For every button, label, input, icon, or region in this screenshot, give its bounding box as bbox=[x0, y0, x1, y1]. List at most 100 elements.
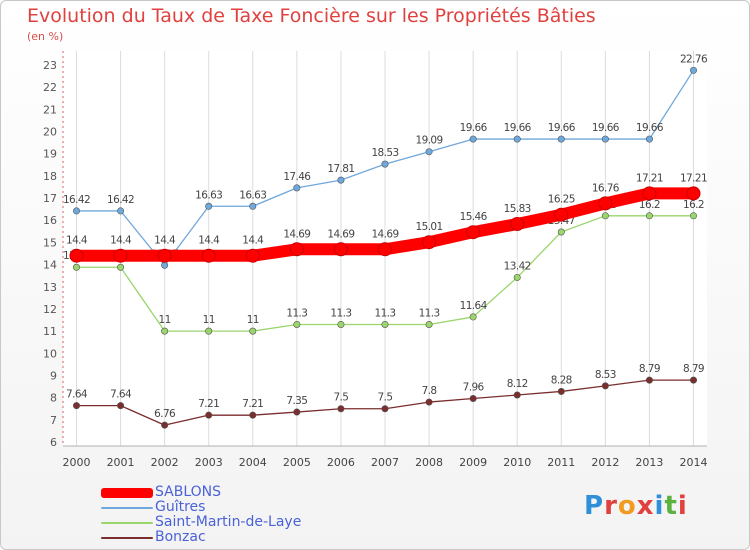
data-point bbox=[425, 320, 433, 328]
data-label: 11.64 bbox=[460, 300, 488, 312]
legend-item: Saint-Martin-de-Laye bbox=[101, 515, 301, 530]
data-point bbox=[554, 207, 569, 222]
legend-label: SABLONS bbox=[155, 484, 222, 500]
data-label: 7.21 bbox=[242, 398, 263, 410]
data-point bbox=[249, 327, 257, 335]
data-point bbox=[245, 248, 260, 263]
data-label: 7.64 bbox=[110, 389, 132, 401]
y-tick-label: 19 bbox=[43, 148, 57, 161]
data-point bbox=[381, 320, 389, 328]
data-label: 19.09 bbox=[416, 135, 443, 147]
data-point bbox=[73, 263, 81, 271]
legend-swatch bbox=[101, 506, 153, 509]
data-label: 18.53 bbox=[371, 147, 398, 159]
data-point bbox=[205, 411, 213, 419]
legend-item: Guîtres bbox=[101, 500, 301, 515]
data-label: 16.76 bbox=[592, 182, 620, 194]
x-tick-label: 2004 bbox=[239, 456, 267, 469]
data-label: 7.5 bbox=[378, 392, 393, 404]
x-tick-label: 2010 bbox=[503, 456, 531, 469]
x-tick-label: 2001 bbox=[107, 456, 135, 469]
data-point bbox=[466, 225, 481, 240]
data-point bbox=[73, 207, 81, 215]
data-point bbox=[601, 135, 609, 143]
data-point bbox=[73, 402, 81, 410]
logo-letter: i bbox=[677, 491, 688, 521]
data-point bbox=[337, 176, 345, 184]
legend-label: Saint-Martin-de-Laye bbox=[155, 514, 302, 530]
data-point bbox=[469, 135, 477, 143]
data-label: 22.76 bbox=[680, 53, 708, 65]
data-label: 16.2 bbox=[683, 199, 704, 211]
data-point bbox=[249, 202, 257, 210]
chart-legend: SABLONS Guîtres Saint-Martin-de-Laye Bonzac bbox=[101, 485, 301, 545]
logo-letter: t bbox=[664, 491, 678, 521]
data-label: 7.8 bbox=[422, 385, 437, 397]
data-label: 8.79 bbox=[639, 363, 660, 375]
data-point bbox=[469, 313, 477, 321]
y-tick-label: 7 bbox=[50, 414, 57, 427]
data-label: 14.4 bbox=[198, 235, 220, 247]
logo-letter: x bbox=[636, 491, 655, 521]
y-tick-label: 14 bbox=[43, 259, 57, 272]
data-point bbox=[645, 135, 653, 143]
data-point bbox=[117, 263, 125, 271]
y-tick-label: 10 bbox=[43, 347, 57, 360]
x-tick-label: 2007 bbox=[371, 456, 399, 469]
data-label: 16.42 bbox=[63, 194, 90, 206]
data-point bbox=[469, 395, 477, 403]
y-tick-label: 21 bbox=[43, 103, 57, 116]
data-label: 11.3 bbox=[375, 307, 396, 319]
data-point bbox=[513, 273, 521, 281]
legend-item: Bonzac bbox=[101, 530, 301, 545]
data-point bbox=[289, 242, 304, 257]
x-tick-label: 2005 bbox=[283, 456, 311, 469]
legend-swatch bbox=[101, 487, 153, 498]
data-label: 11.3 bbox=[286, 307, 307, 319]
data-label: 19.66 bbox=[592, 122, 620, 134]
x-tick-label: 2000 bbox=[63, 456, 91, 469]
x-tick-label: 2002 bbox=[151, 456, 179, 469]
data-point bbox=[249, 411, 257, 419]
data-label: 16.42 bbox=[107, 194, 134, 206]
data-point bbox=[293, 184, 301, 192]
data-point bbox=[689, 376, 697, 384]
logo-letter: r bbox=[604, 491, 618, 521]
data-point bbox=[425, 398, 433, 406]
data-point bbox=[686, 186, 701, 201]
data-label: 14.4 bbox=[154, 235, 176, 247]
data-label: 11 bbox=[159, 314, 171, 326]
data-point bbox=[293, 320, 301, 328]
data-label: 16.25 bbox=[548, 194, 575, 206]
data-label: 17.21 bbox=[680, 172, 707, 184]
data-point bbox=[642, 186, 657, 201]
legend-label: Guîtres bbox=[155, 499, 206, 515]
data-point bbox=[557, 387, 565, 395]
data-label: 19.66 bbox=[504, 122, 532, 134]
data-point bbox=[645, 376, 653, 384]
data-label: 15.01 bbox=[416, 221, 443, 233]
data-point bbox=[689, 66, 697, 74]
data-label: 7.35 bbox=[286, 395, 307, 407]
data-point bbox=[557, 228, 565, 236]
data-point bbox=[205, 202, 213, 210]
data-label: 17.46 bbox=[283, 171, 311, 183]
data-label: 6.76 bbox=[154, 408, 176, 420]
y-tick-label: 11 bbox=[43, 325, 57, 338]
data-point bbox=[378, 242, 392, 257]
legend-swatch bbox=[101, 536, 153, 539]
data-label: 11.3 bbox=[330, 307, 351, 319]
y-tick-label: 17 bbox=[43, 192, 57, 205]
data-label: 13.42 bbox=[504, 260, 531, 272]
data-label: 16.63 bbox=[239, 189, 266, 201]
data-point bbox=[113, 248, 128, 263]
data-label: 17.21 bbox=[636, 172, 663, 184]
data-point bbox=[422, 235, 437, 250]
x-tick-label: 2012 bbox=[591, 456, 619, 469]
data-point bbox=[161, 261, 169, 269]
chart-title: Evolution du Taux de Taxe Foncière sur l… bbox=[27, 5, 596, 27]
data-label: 8.12 bbox=[507, 378, 528, 390]
data-label: 15.83 bbox=[504, 203, 531, 215]
